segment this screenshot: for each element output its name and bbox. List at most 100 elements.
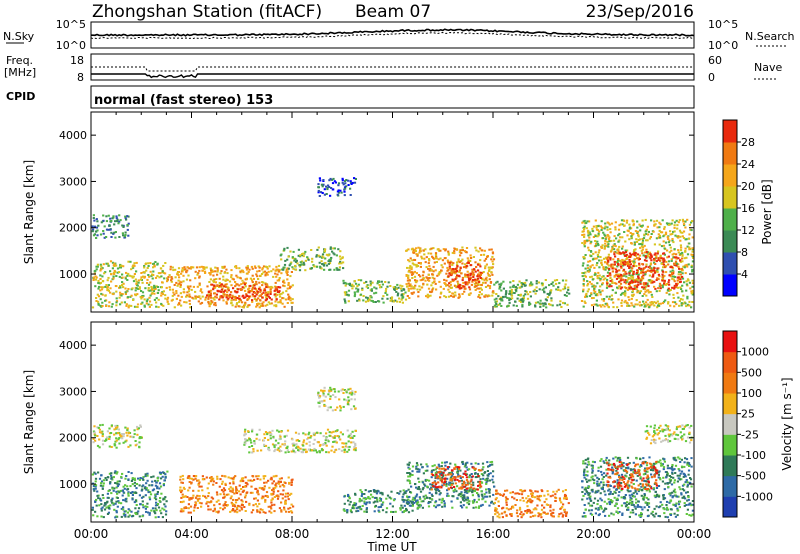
echo-cell — [347, 289, 351, 292]
echo-cell — [620, 275, 624, 278]
echo-cell — [622, 251, 625, 254]
echo-cell — [429, 483, 432, 486]
echo-cell — [317, 394, 320, 397]
echo-cell — [401, 297, 404, 300]
echo-cell — [464, 281, 467, 284]
echo-cell — [401, 511, 404, 514]
echo-cell — [414, 284, 417, 287]
cpid-label: CPID — [6, 90, 35, 103]
echo-cell — [281, 493, 284, 496]
echo-cell — [258, 302, 261, 305]
echo-cell — [628, 287, 631, 290]
echo-cell — [410, 266, 413, 269]
echo-cell — [223, 503, 226, 505]
echo-cell — [474, 289, 477, 291]
echo-cell — [605, 302, 609, 305]
echo-cell — [96, 444, 100, 447]
echo-cell — [635, 265, 638, 267]
echo-cell — [358, 505, 362, 508]
echo-cell — [626, 279, 629, 282]
echo-cell — [94, 285, 97, 288]
echo-cell — [637, 235, 640, 238]
echo-cell — [122, 512, 125, 515]
echo-cell — [552, 284, 555, 287]
echo-cell — [329, 260, 332, 262]
echo-cell — [404, 291, 407, 294]
echo-cell — [596, 277, 599, 280]
echo-cell — [593, 287, 596, 290]
echo-cell — [486, 461, 489, 464]
echo-cell — [120, 301, 123, 304]
echo-cell — [145, 302, 148, 305]
echo-cell — [93, 471, 96, 474]
echo-cell — [225, 283, 228, 286]
echo-cell — [110, 472, 113, 475]
echo-cell — [628, 238, 631, 241]
echo-cell — [641, 219, 644, 222]
echo-cell — [255, 283, 258, 286]
echo-cell — [231, 277, 234, 280]
echo-cell — [325, 264, 329, 267]
echo-cell — [638, 292, 641, 295]
echo-cell — [679, 270, 682, 273]
echo-cell — [196, 494, 199, 497]
echo-cell — [682, 223, 686, 226]
echo-cell — [190, 482, 193, 485]
echo-cell — [630, 302, 633, 305]
echo-cell — [653, 253, 656, 256]
echo-cell — [638, 258, 641, 260]
echo-cell — [169, 268, 172, 271]
echo-cell — [220, 295, 223, 298]
echo-cell — [231, 509, 235, 512]
echo-cell — [113, 444, 116, 447]
echo-cell — [148, 300, 152, 303]
echo-cell — [323, 399, 326, 402]
echo-cell — [490, 267, 493, 270]
echo-cell — [115, 264, 118, 267]
echo-cell — [681, 254, 684, 257]
echo-cell — [670, 249, 673, 252]
echo-cell — [127, 478, 130, 481]
echo-cell — [520, 282, 523, 284]
echo-cell — [650, 255, 653, 258]
echo-cell — [601, 289, 604, 292]
echo-cell — [160, 294, 163, 297]
echo-cell — [587, 229, 590, 232]
echo-cell — [353, 177, 356, 180]
echo-cell — [590, 240, 593, 243]
echo-cell — [298, 269, 302, 272]
echo-cell — [210, 476, 213, 478]
echo-cell — [97, 224, 100, 227]
echo-cell — [243, 506, 246, 508]
echo-cell — [94, 230, 98, 233]
echo-cell — [207, 291, 211, 294]
echo-cell — [373, 496, 377, 499]
echo-cell — [646, 225, 649, 228]
echo-cell — [457, 258, 460, 261]
echo-cell — [186, 477, 189, 479]
echo-cell — [329, 398, 332, 400]
echo-cell — [679, 278, 682, 281]
echo-cell — [439, 285, 442, 288]
echo-cell — [140, 290, 143, 292]
echo-cell — [344, 182, 347, 185]
echo-cell — [407, 248, 410, 251]
echo-cell — [354, 502, 358, 505]
echo-cell — [686, 218, 689, 221]
echo-cell — [348, 503, 351, 506]
echo-cell — [502, 280, 505, 283]
echo-cell — [402, 500, 405, 503]
echo-cell — [544, 279, 547, 281]
echo-cell — [659, 255, 662, 258]
echo-cell — [287, 255, 290, 258]
echo-cell — [426, 296, 429, 299]
echo-cell — [349, 391, 352, 394]
echo-cell — [262, 291, 265, 294]
echo-cell — [290, 481, 293, 484]
echo-cell — [405, 249, 408, 252]
echo-cell — [379, 498, 383, 500]
echo-cell — [596, 294, 599, 297]
echo-cell — [466, 270, 469, 273]
echo-cell — [430, 493, 433, 496]
echo-cell — [289, 506, 292, 509]
